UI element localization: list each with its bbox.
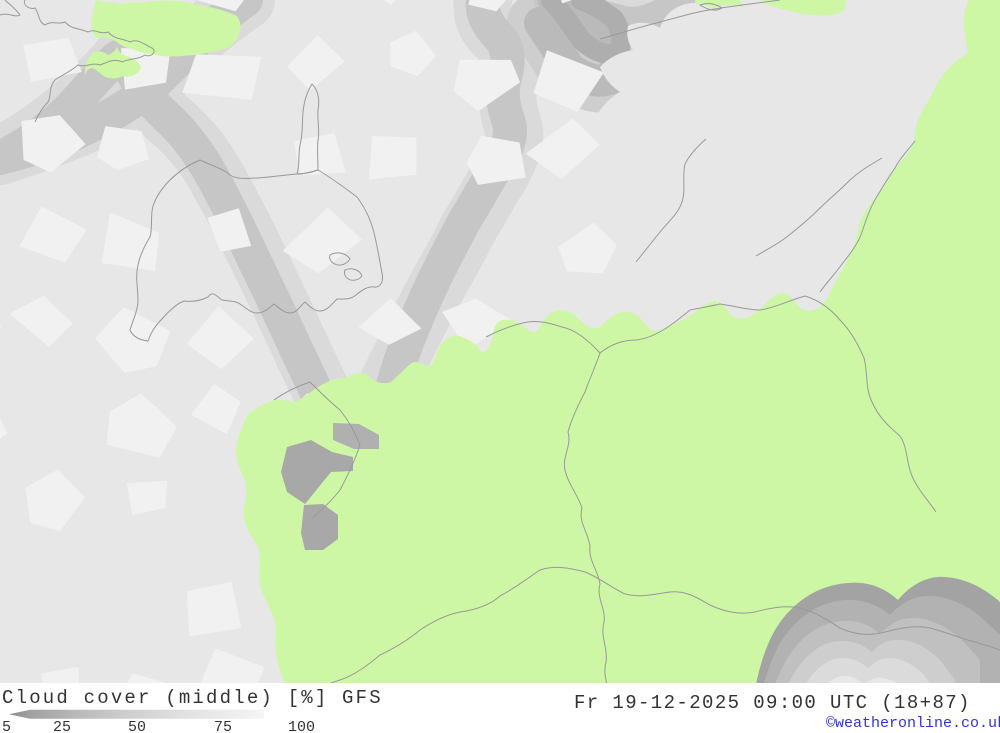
svg-text:75: 75 bbox=[214, 719, 232, 733]
svg-text:50: 50 bbox=[128, 719, 146, 733]
svg-text:©weatheronline.co.uk: ©weatheronline.co.uk bbox=[826, 715, 1000, 732]
svg-text:100: 100 bbox=[288, 719, 315, 733]
svg-text:25: 25 bbox=[53, 719, 71, 733]
svg-text:Cloud cover (middle) [%] GFS: Cloud cover (middle) [%] GFS bbox=[2, 687, 383, 709]
svg-text:5: 5 bbox=[2, 719, 11, 733]
svg-text:Fr 19-12-2025 09:00 UTC (18+87: Fr 19-12-2025 09:00 UTC (18+87) bbox=[574, 692, 971, 714]
